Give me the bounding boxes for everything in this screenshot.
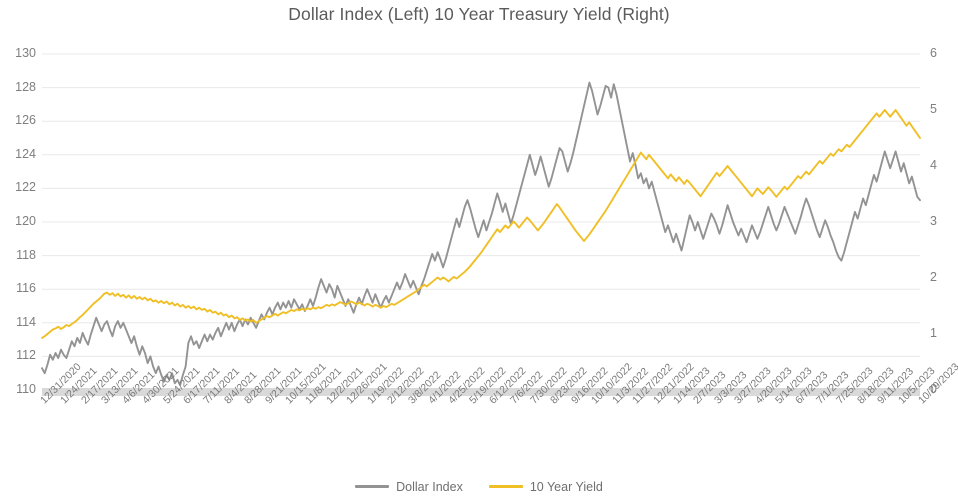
chart-title: Dollar Index (Left) 10 Year Treasury Yie…	[288, 4, 670, 24]
y-left-tick-label: 124	[15, 146, 36, 161]
legend-swatch-icon	[355, 485, 390, 489]
gridlines	[42, 53, 920, 391]
chart-legend: Dollar Index 10 Year Yield	[0, 479, 958, 494]
y-right-tick-label: 6	[930, 46, 937, 60]
legend-item-1[interactable]: Dollar Index	[355, 479, 463, 494]
y-left-tick-label: 122	[15, 180, 36, 195]
y-right-tick-label: 5	[930, 102, 937, 116]
y-right-tick-label: 1	[930, 326, 937, 340]
y-right-tick-label: 0	[930, 382, 937, 396]
legend-swatch-icon	[488, 485, 523, 489]
y-left-tick-label: 118	[16, 247, 36, 262]
legend-item-2[interactable]: 10 Year Yield	[488, 479, 603, 494]
legend-label: Dollar Index	[396, 479, 463, 494]
series-line-2	[41, 109, 921, 339]
y-right-tick-label: 4	[930, 158, 937, 172]
series-line-1	[41, 81, 921, 386]
y-right-tick-label: 2	[930, 270, 937, 284]
y-left-tick-label: 130	[15, 46, 36, 60]
series-lines	[41, 81, 921, 386]
axis-baseline-band	[42, 388, 920, 396]
legend-label: 10 Year Yield	[529, 479, 603, 494]
y-left-tick-label: 128	[15, 79, 36, 94]
y-left-tick-label: 110	[16, 382, 36, 396]
y-left-tick-label: 116	[16, 281, 36, 296]
y-left-tick-label: 120	[15, 214, 36, 228]
y-left-tick-label: 112	[16, 348, 36, 363]
y-right-tick-label: 3	[930, 214, 937, 228]
y-left-tick-label: 126	[15, 113, 36, 128]
y-left-tick-label: 114	[16, 314, 36, 329]
